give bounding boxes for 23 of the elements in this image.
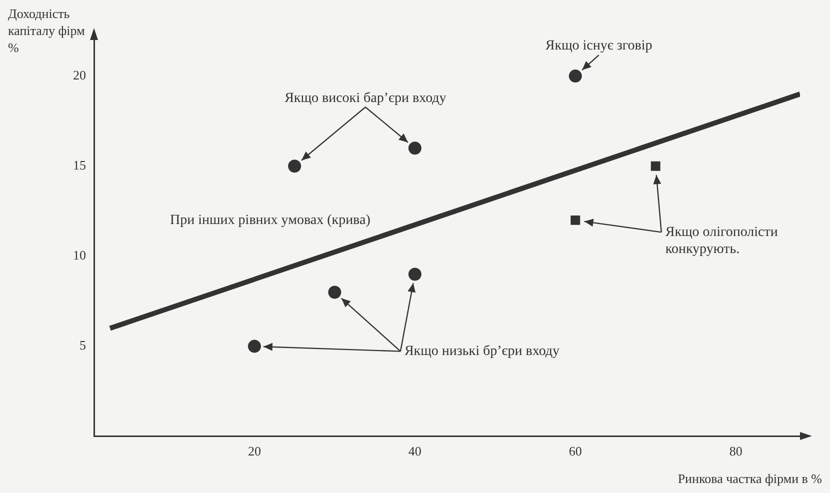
point (408, 142, 422, 155)
point (570, 215, 580, 225)
text: Якщо високі бар’єри входу (284, 90, 446, 106)
point (328, 286, 342, 299)
point (288, 160, 302, 173)
point (248, 340, 261, 353)
x-tick-label: 60 (568, 444, 582, 459)
point (408, 268, 422, 281)
y-tick-label: 5 (80, 338, 86, 353)
x-tick-label: 80 (729, 444, 742, 459)
y-tick-label: 10 (73, 248, 86, 263)
point (650, 161, 660, 171)
y-tick-label: 20 (73, 67, 86, 82)
text: Якщо олігополісти конкурують. (665, 224, 778, 257)
x-tick-label: 20 (248, 444, 261, 459)
point (568, 70, 582, 83)
y-tick-label: 15 (73, 158, 86, 173)
y-axis-title: Доходність капіталу фірм % (8, 6, 86, 57)
x-tick-label: 40 (408, 444, 422, 459)
text: Якщо низькі бр’єри входу (404, 344, 560, 359)
x-axis-title: Ринкова частка фірми в % (678, 471, 822, 487)
series-label: При інших рівних умовах (крива) (170, 212, 371, 228)
text: Якщо існує зговір (545, 38, 652, 54)
